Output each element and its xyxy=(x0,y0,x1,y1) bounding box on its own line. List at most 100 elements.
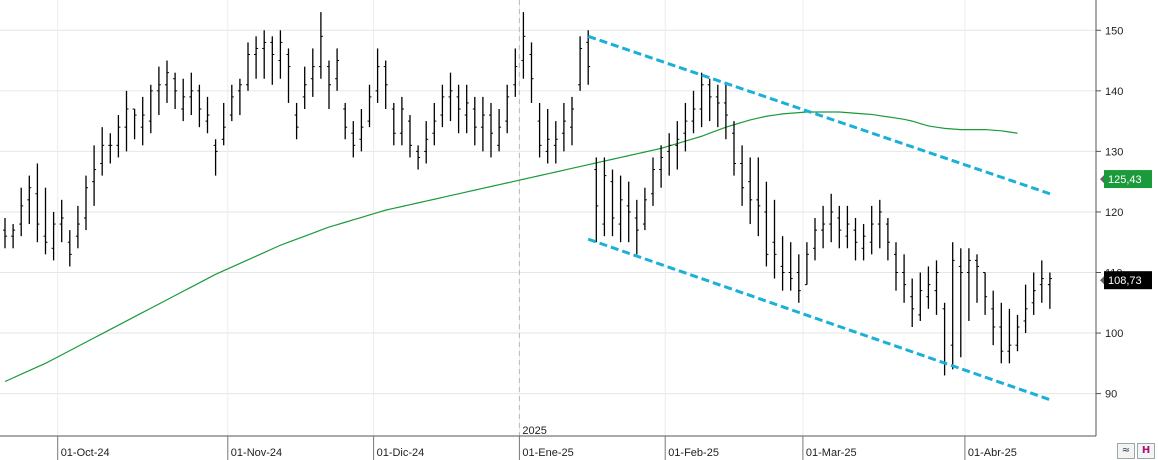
price-bar xyxy=(456,84,461,134)
x-tick-label: 01-Ene-25 xyxy=(522,447,573,459)
price-bar xyxy=(67,230,72,267)
price-bar xyxy=(318,12,323,79)
price-bar xyxy=(853,218,858,261)
price-bar xyxy=(505,84,510,134)
y-tick-label: 150 xyxy=(1105,25,1123,37)
price-bar xyxy=(278,30,283,79)
price-bar xyxy=(335,48,340,91)
price-bar xyxy=(626,181,631,243)
price-bar xyxy=(132,108,137,140)
price-bar xyxy=(197,84,202,128)
y-tick-label: 130 xyxy=(1105,146,1123,158)
price-bar xyxy=(464,84,469,134)
price-bar xyxy=(715,84,720,128)
price-bar xyxy=(553,121,558,164)
price-bar xyxy=(513,48,518,97)
price-bar xyxy=(432,102,437,146)
price-bar xyxy=(764,181,769,267)
price-bar xyxy=(918,272,923,321)
price-bar xyxy=(294,102,299,140)
lower-trend-line[interactable] xyxy=(587,237,1051,402)
grid xyxy=(0,0,1096,436)
price-bars-layer xyxy=(3,12,1052,376)
price-bar xyxy=(148,84,153,134)
price-bar xyxy=(286,48,291,103)
price-bar xyxy=(561,102,566,152)
price-bar xyxy=(237,78,242,116)
price-bar xyxy=(165,60,169,103)
price-bar xyxy=(229,84,234,122)
year-label: 2025 xyxy=(522,425,546,437)
auto-scale-icon[interactable]: ≈ xyxy=(1117,443,1135,459)
x-axis: 01-Oct-24 01-Nov-24 01-Dic-24 01-Ene-25 01-F… xyxy=(0,425,1096,460)
moving-average-layer xyxy=(4,111,1018,383)
price-bar xyxy=(440,84,445,128)
last-price-badge-label: 108,73 xyxy=(1108,275,1142,287)
x-tick-label: 01-Oct-24 xyxy=(61,447,110,459)
price-bar xyxy=(51,211,56,261)
price-bar xyxy=(610,169,615,237)
price-bar xyxy=(472,96,477,146)
x-tick-label: 01-Mar-25 xyxy=(806,447,857,459)
price-bar xyxy=(1007,308,1012,364)
price-bar xyxy=(813,218,817,261)
trend-lines-layer[interactable] xyxy=(587,34,1051,402)
price-bar xyxy=(343,102,348,140)
price-bar xyxy=(416,145,421,170)
price-bar xyxy=(667,133,672,176)
price-bar xyxy=(748,157,753,225)
upper-trend-line[interactable] xyxy=(587,34,1051,196)
y-tick-label: 140 xyxy=(1105,86,1123,98)
price-bar xyxy=(772,199,777,279)
price-badges: 125,43 108,73 xyxy=(1100,170,1152,290)
price-bar xyxy=(788,242,793,291)
price-bar xyxy=(100,127,105,176)
y-tick-label: 120 xyxy=(1105,207,1123,219)
price-bar xyxy=(497,109,502,152)
price-bar xyxy=(578,36,583,91)
price-bar xyxy=(221,102,226,146)
price-bar xyxy=(991,290,996,346)
price-bar xyxy=(205,96,210,134)
price-bar xyxy=(327,60,331,109)
price-bar xyxy=(950,242,955,370)
price-bar xyxy=(399,96,404,146)
price-bar xyxy=(1047,272,1052,309)
price-bar xyxy=(59,199,64,243)
price-bar xyxy=(140,96,145,146)
price-bar xyxy=(391,102,396,146)
price-bar xyxy=(837,205,842,249)
price-bar xyxy=(756,157,761,237)
price-bar xyxy=(19,187,24,237)
price-bar xyxy=(181,78,186,122)
price-bar xyxy=(586,30,591,85)
price-bar xyxy=(877,199,882,249)
price-bar xyxy=(480,96,485,152)
price-bar xyxy=(902,254,907,303)
price-bar xyxy=(359,109,364,152)
price-bar xyxy=(885,218,890,261)
price-bar xyxy=(894,242,898,291)
price-bar xyxy=(27,175,32,225)
price-bar xyxy=(869,205,874,255)
price-bar xyxy=(189,72,194,116)
price-bar xyxy=(84,175,88,231)
price-bar xyxy=(124,90,129,152)
price-bar xyxy=(570,96,574,146)
price-bar xyxy=(651,157,655,206)
price-bar xyxy=(545,109,550,164)
price-bar xyxy=(594,157,599,243)
price-bar xyxy=(926,266,931,309)
price-bar xyxy=(780,236,785,291)
price-bar xyxy=(302,66,307,109)
ma-value-badge-label: 125,43 xyxy=(1108,174,1142,186)
price-bar xyxy=(43,187,48,255)
price-bar xyxy=(254,36,259,79)
price-bar xyxy=(804,242,809,286)
price-bar xyxy=(829,193,834,243)
h-logo-icon[interactable]: H xyxy=(1137,443,1155,459)
price-bar xyxy=(529,42,534,103)
price-bar xyxy=(910,278,915,327)
price-bar xyxy=(707,78,712,122)
